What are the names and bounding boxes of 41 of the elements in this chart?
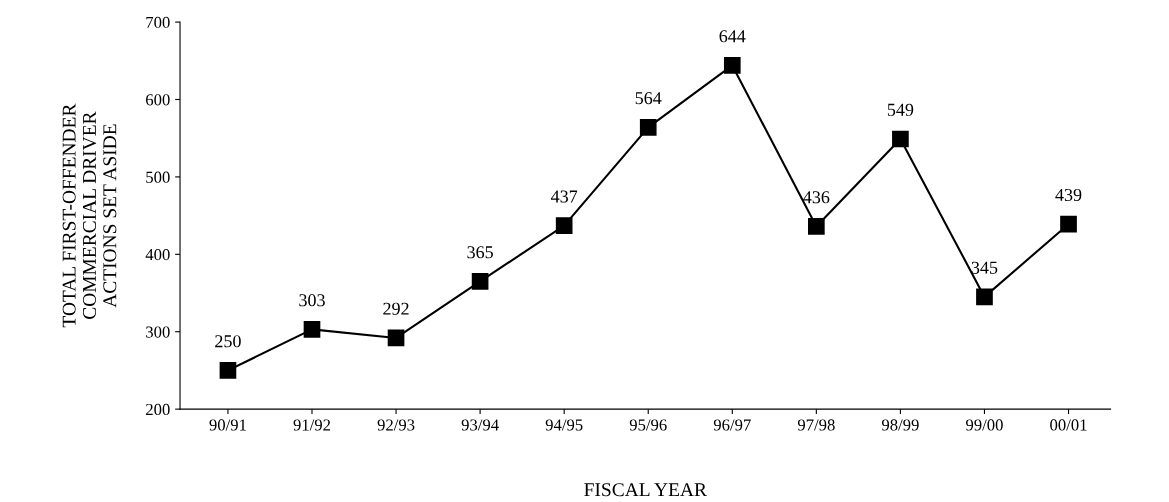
x-tick-label: 94/95 xyxy=(545,419,583,431)
point xyxy=(387,329,405,347)
point xyxy=(219,362,237,379)
data-label: 436 xyxy=(803,191,830,204)
data-label: 250 xyxy=(215,335,241,348)
data-label: 564 xyxy=(635,92,662,105)
point xyxy=(723,57,741,74)
data-label: 549 xyxy=(887,103,914,116)
x-tick-label: 93/94 xyxy=(461,419,499,431)
y-tick-label: 300 xyxy=(146,326,170,338)
x-tick-label: 98/99 xyxy=(881,419,919,431)
x-tick-label: 97/98 xyxy=(797,419,835,431)
point xyxy=(976,288,993,306)
x-tick-label: 90/91 xyxy=(209,419,246,431)
point xyxy=(892,130,909,148)
data-label: 292 xyxy=(383,302,409,315)
x-tick-label: 92/93 xyxy=(377,419,415,431)
y-tick-label: 600 xyxy=(146,94,170,106)
data-label: 439 xyxy=(1055,188,1082,202)
point xyxy=(1060,215,1077,233)
data-label: 365 xyxy=(467,246,493,259)
data-label: 644 xyxy=(719,30,746,43)
data-label: 345 xyxy=(971,261,998,274)
data-label: 303 xyxy=(299,294,325,307)
x-tick-label: 96/97 xyxy=(713,419,751,431)
y-tick-label: 700 xyxy=(146,16,170,29)
x-tick-label: 00/01 xyxy=(1050,419,1087,431)
x-axis-title: FISCAL YEAR xyxy=(584,483,707,497)
x-tick-label: 99/00 xyxy=(966,419,1003,431)
point xyxy=(303,321,321,338)
y-tick-label: 400 xyxy=(145,249,170,261)
data-label: 437 xyxy=(550,190,578,203)
point xyxy=(639,119,657,136)
y-tick-label: 200 xyxy=(146,403,170,416)
point xyxy=(808,218,825,235)
x-tick-label: 91/92 xyxy=(293,419,331,431)
x-tick-label: 95/96 xyxy=(629,419,667,431)
point xyxy=(555,217,573,235)
point xyxy=(471,273,489,290)
y-axis-title: TOTAL FIRST-OFFENDER COMMERCIAL DRIVER ACTIONS SET ASIDE xyxy=(62,103,117,328)
y-tick-label: 500 xyxy=(146,171,170,183)
